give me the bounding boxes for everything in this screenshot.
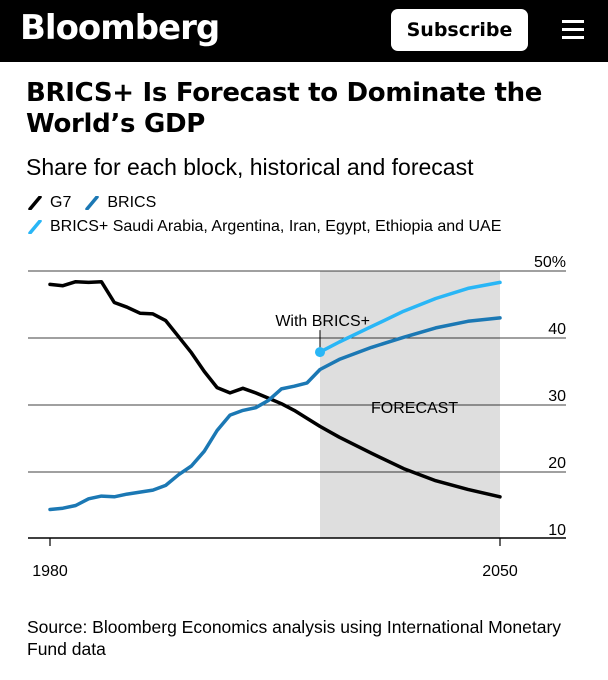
legend-item-brics: BRICS: [85, 193, 156, 213]
legend-label-brics-plus: BRICS+ Saudi Arabia, Argentina, Iran, Eg…: [50, 218, 502, 235]
brics-plus-line: [318, 280, 502, 354]
top-bar: Bloomberg Subscribe: [0, 0, 608, 62]
x-tick-label-2050: 2050: [482, 563, 518, 580]
brics-line: [48, 316, 502, 512]
y-tick-label-50: 50%: [534, 254, 566, 271]
y-tick-label-10: 10: [548, 522, 566, 539]
legend-row-2: BRICS+ Saudi Arabia, Argentina, Iran, Eg…: [28, 217, 515, 237]
with-brics-plus-annotation: With BRICS+: [275, 313, 370, 330]
y-tick-label-30: 30: [548, 388, 566, 405]
legend-label-brics: BRICS: [107, 194, 157, 211]
hamburger-menu-icon[interactable]: [562, 20, 584, 40]
subscribe-button[interactable]: Subscribe: [391, 9, 528, 51]
legend-swatch-g7: [28, 196, 42, 210]
legend-item-g7: G7: [28, 193, 71, 213]
legend-swatch-brics-plus: [28, 220, 42, 234]
forecast-region: [320, 271, 500, 538]
headline: BRICS+ Is Forecast to Dominate the World…: [26, 78, 543, 139]
y-tick-label-40: 40: [548, 321, 566, 338]
forecast-annotation: FORECAST: [371, 400, 458, 417]
legend-label-g7: G7: [50, 194, 72, 211]
g7-line: [48, 279, 502, 499]
source-note: Source: Bloomberg Economics analysis usi…: [27, 617, 562, 659]
legend-item-brics-plus: BRICS+ Saudi Arabia, Argentina, Iran, Eg…: [28, 217, 501, 237]
legend-row-1: G7 BRICS: [28, 193, 170, 213]
legend-swatch-brics: [85, 196, 100, 210]
chart-subtitle: Share for each block, historical and for…: [26, 154, 474, 180]
bloomberg-logo[interactable]: Bloomberg: [20, 8, 220, 48]
brics-plus-start-marker: [315, 347, 325, 358]
y-tick-label-20: 20: [548, 455, 566, 472]
x-tick-label-1980: 1980: [32, 563, 68, 580]
gdp-share-line-chart: 10 20 30 40 50% 1980 2050 With BRICS+ FORECAST: [28, 254, 566, 580]
